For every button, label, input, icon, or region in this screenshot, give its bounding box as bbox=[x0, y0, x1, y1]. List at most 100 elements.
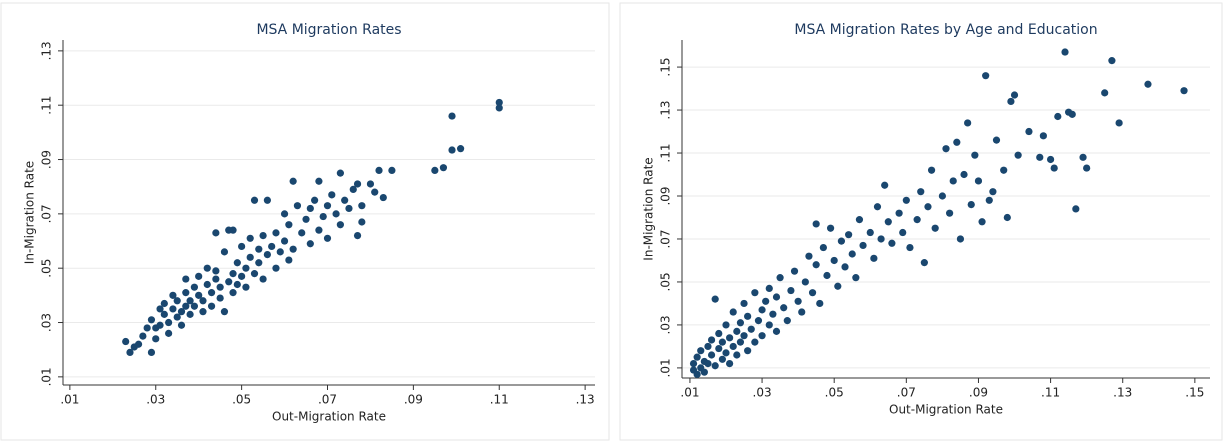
point bbox=[985, 196, 993, 204]
point bbox=[276, 248, 284, 256]
point bbox=[246, 234, 254, 242]
point bbox=[726, 360, 734, 368]
point bbox=[285, 221, 293, 229]
point bbox=[229, 226, 237, 234]
point bbox=[758, 332, 766, 340]
point bbox=[323, 202, 332, 210]
point bbox=[439, 164, 448, 172]
point bbox=[808, 289, 817, 297]
point bbox=[311, 196, 319, 204]
point bbox=[982, 72, 990, 80]
point bbox=[888, 239, 896, 247]
point bbox=[707, 351, 716, 359]
point bbox=[744, 312, 752, 320]
point bbox=[707, 336, 716, 344]
point bbox=[917, 188, 925, 196]
point bbox=[268, 242, 276, 251]
point bbox=[769, 310, 777, 318]
point bbox=[323, 234, 332, 242]
point bbox=[366, 180, 375, 188]
point bbox=[765, 284, 773, 292]
point bbox=[186, 297, 194, 305]
point bbox=[848, 250, 856, 258]
point bbox=[927, 166, 936, 174]
point bbox=[870, 254, 878, 262]
y-tick-label: .09 bbox=[659, 186, 673, 205]
point bbox=[302, 215, 310, 223]
point bbox=[1050, 164, 1058, 172]
point bbox=[259, 275, 267, 283]
point bbox=[736, 338, 745, 346]
point bbox=[776, 274, 784, 282]
point bbox=[195, 272, 203, 280]
point bbox=[190, 302, 198, 310]
point bbox=[195, 291, 203, 299]
x-tick-label: .09 bbox=[969, 386, 988, 400]
x-tick-label: .15 bbox=[1185, 386, 1204, 400]
point bbox=[1003, 213, 1011, 222]
point bbox=[913, 216, 921, 224]
y-tick-label: .01 bbox=[659, 358, 673, 377]
point bbox=[971, 151, 979, 159]
point bbox=[165, 329, 173, 337]
point bbox=[328, 191, 336, 199]
point bbox=[177, 308, 186, 316]
point bbox=[139, 332, 147, 340]
point bbox=[711, 295, 719, 303]
point bbox=[722, 321, 730, 329]
x-axis-title: Out-Migration Rate bbox=[889, 403, 1003, 417]
x-axis-title: Out-Migration Rate bbox=[272, 410, 386, 424]
point bbox=[964, 119, 972, 127]
point bbox=[203, 280, 211, 289]
y-tick-label: .13 bbox=[659, 101, 673, 120]
point bbox=[1036, 153, 1044, 161]
point bbox=[790, 267, 799, 275]
y-tick-label: .03 bbox=[40, 313, 54, 332]
point bbox=[1061, 48, 1069, 56]
y-axis-title: In-Migration Rate bbox=[642, 157, 656, 260]
point bbox=[233, 280, 241, 289]
point bbox=[238, 242, 246, 251]
x-tick-label: .11 bbox=[1041, 386, 1060, 400]
y-tick-label: .05 bbox=[40, 259, 54, 278]
point bbox=[704, 342, 712, 351]
point bbox=[816, 299, 824, 308]
point bbox=[315, 177, 323, 185]
point bbox=[744, 347, 752, 355]
point bbox=[747, 325, 755, 333]
point bbox=[495, 104, 503, 112]
point bbox=[177, 321, 186, 329]
point bbox=[220, 308, 229, 316]
point bbox=[826, 224, 835, 232]
point bbox=[233, 259, 241, 267]
point bbox=[165, 318, 173, 327]
point bbox=[203, 264, 211, 272]
point bbox=[169, 305, 177, 313]
point bbox=[345, 204, 353, 213]
point bbox=[953, 138, 961, 146]
point bbox=[830, 256, 838, 265]
point bbox=[336, 169, 344, 177]
point bbox=[715, 329, 723, 338]
point bbox=[207, 289, 216, 297]
point bbox=[715, 344, 723, 353]
point bbox=[1025, 127, 1033, 136]
point bbox=[762, 297, 770, 305]
point bbox=[1054, 112, 1062, 121]
y-tick-label: .05 bbox=[659, 272, 673, 291]
point bbox=[1079, 153, 1087, 161]
point bbox=[1007, 97, 1015, 106]
point bbox=[448, 146, 456, 154]
point bbox=[238, 272, 246, 280]
point bbox=[152, 335, 160, 343]
point bbox=[992, 136, 1001, 144]
point bbox=[956, 235, 965, 243]
point bbox=[207, 302, 216, 310]
point bbox=[457, 145, 465, 153]
point bbox=[974, 177, 983, 185]
point bbox=[341, 196, 349, 204]
point bbox=[798, 308, 806, 316]
point bbox=[711, 362, 719, 370]
